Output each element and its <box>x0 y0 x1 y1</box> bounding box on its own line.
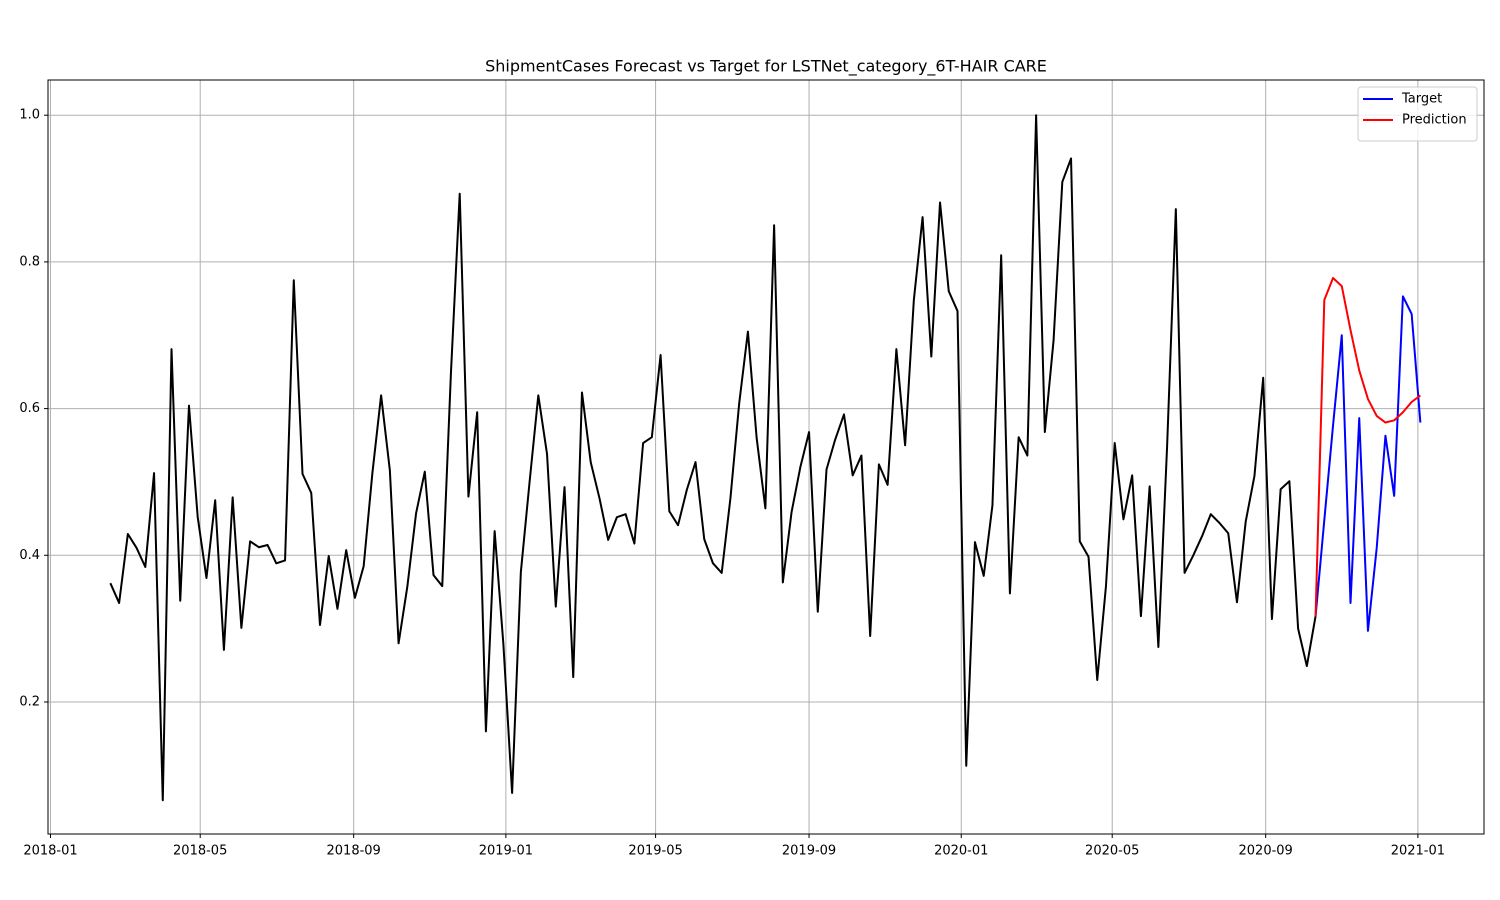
chart-title: ShipmentCases Forecast vs Target for LST… <box>485 57 1047 77</box>
x-tick-label: 2020-05 <box>1085 844 1139 859</box>
x-tick-label: 2020-01 <box>934 844 988 859</box>
x-tick-label: 2018-05 <box>173 844 227 859</box>
x-tick-label: 2019-01 <box>479 844 533 859</box>
y-tick-label: 0.6 <box>19 401 40 416</box>
y-tick-label: 0.2 <box>19 694 40 709</box>
legend-label: Target <box>1401 92 1442 107</box>
x-tick-label: 2018-09 <box>327 844 381 859</box>
series-line <box>109 114 1317 802</box>
x-tick-label: 2019-05 <box>628 844 682 859</box>
series-line <box>1314 277 1421 617</box>
plot-frame <box>47 79 1485 835</box>
x-tick-label: 2021-01 <box>1391 844 1445 859</box>
y-tick-label: 1.0 <box>19 108 40 123</box>
x-tick-label: 2019-09 <box>782 844 836 859</box>
x-tick-label: 2018-01 <box>23 844 77 859</box>
y-tick-label: 0.8 <box>19 254 40 269</box>
legend: Target Prediction <box>1357 86 1478 142</box>
legend-box <box>1357 86 1478 142</box>
legend-label: Prediction <box>1402 113 1467 128</box>
x-tick-label: 2020-09 <box>1239 844 1293 859</box>
y-tick-label: 0.4 <box>19 548 40 563</box>
series-line <box>1314 295 1422 632</box>
